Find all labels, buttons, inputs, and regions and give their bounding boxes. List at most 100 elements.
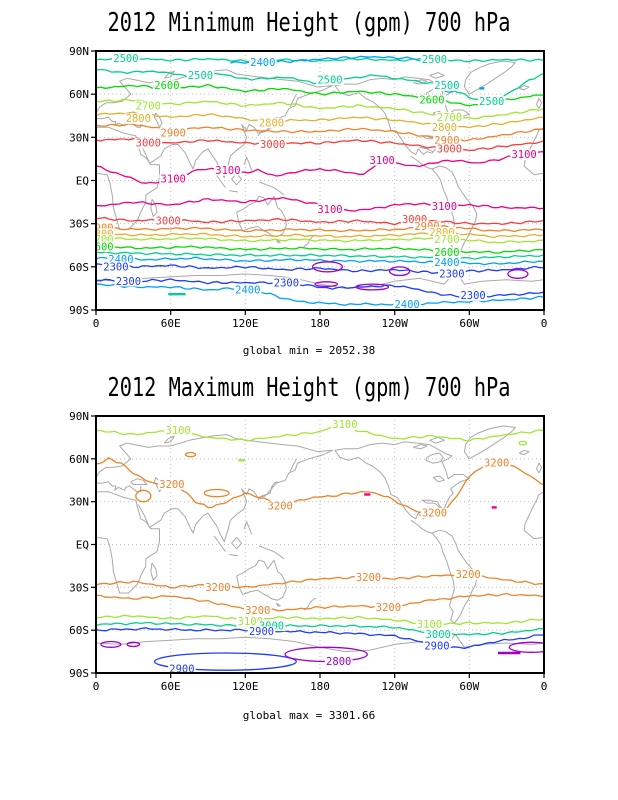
contour-label: 3000 [156, 215, 181, 227]
axis-labels: 90N 60N 30N EQ 30S 60S 90S 0 60E 120E 180 120W 60W 0 [69, 45, 547, 330]
contour-line-3100 [96, 614, 544, 626]
contour-label-mask [424, 629, 452, 640]
contour-label-mask [114, 276, 143, 287]
contour-label-mask [107, 254, 135, 265]
contour-label-mask [433, 257, 461, 268]
lat-tick-label: 90N [69, 45, 89, 58]
contour-label-mask [415, 619, 444, 630]
contour-oval-2200 [388, 266, 411, 277]
coastline [258, 545, 285, 560]
coastline [463, 60, 516, 95]
contour-label-mask [438, 268, 466, 280]
contour-label-mask [244, 605, 272, 616]
coastline [96, 270, 544, 289]
contour-label-mask [433, 234, 461, 245]
contour-label-mask [158, 479, 186, 490]
contour-label-mask [435, 143, 464, 154]
coastline [96, 481, 142, 493]
contour-label-mask [316, 74, 344, 85]
contour-line-2800 [96, 111, 544, 129]
contour-oval-3200 [203, 488, 230, 498]
contour-label-mask [96, 228, 115, 239]
coastline [275, 602, 281, 607]
lon-tick-label: 60E [161, 317, 181, 330]
contour-oval-2200 [311, 261, 344, 273]
contour-label-mask [234, 284, 262, 296]
lat-tick-label: 30S [69, 218, 89, 231]
coastline [410, 155, 433, 170]
contour-label-mask [324, 656, 353, 667]
contour-label-mask [134, 100, 163, 111]
coastline [96, 491, 160, 594]
contour-label: 2700 [136, 100, 161, 112]
contour-label-mask [249, 57, 277, 68]
contour-label: 3100 [238, 616, 263, 628]
contour-label-mask [96, 241, 115, 252]
contour-label: 2900 [249, 626, 274, 638]
lon-tick-label: 60E [161, 680, 181, 693]
contour-label: 3000 [136, 138, 161, 150]
coastline [96, 442, 171, 478]
lon-tick-label: 180 [310, 317, 330, 330]
contour-label: 2800 [259, 118, 284, 130]
contour-label-mask [168, 663, 196, 673]
lon-tick-label: 120E [232, 317, 258, 330]
coastline [258, 181, 285, 196]
contour-label: 3100 [511, 149, 536, 161]
lat-tick-label: 60N [69, 453, 89, 466]
contour-label: 3000 [260, 139, 285, 151]
coastline [419, 146, 434, 153]
contour-label: 3200 [205, 582, 230, 594]
coastline [536, 462, 542, 474]
contour-line-2700 [96, 236, 544, 244]
contour-label: 3100 [165, 425, 190, 437]
contour-label: 2500 [113, 53, 138, 65]
coastline [229, 190, 238, 193]
contour-label: 3100 [161, 174, 186, 186]
contour-oval-2800 [100, 640, 122, 648]
contour-oval-3100 [518, 440, 528, 446]
contour-label: 2300 [116, 276, 141, 288]
contour-line-2600 [96, 245, 544, 254]
lat-tick-label: 60S [69, 624, 89, 637]
contour-label: 3100 [317, 204, 342, 216]
contour-oval-2900 [153, 652, 297, 671]
contour-label-mask [428, 227, 456, 238]
coastline [154, 112, 163, 128]
contour-line-2500 [96, 56, 544, 63]
contour-line-3000 [96, 621, 544, 636]
contour-label: 3000 [426, 629, 451, 641]
contour-label: 2300 [274, 277, 299, 289]
contour-line-3000 [96, 137, 544, 152]
lon-tick-label: 60W [459, 317, 479, 330]
contour-label-mask [433, 80, 461, 91]
coastline [150, 198, 158, 217]
contour-oval-2200 [314, 281, 339, 288]
min-panel-title: 2012 Minimum Height (gpm) 700 hPa [107, 8, 511, 38]
contour-label: 2500 [317, 74, 342, 86]
lon-tick-label: 120W [381, 680, 408, 693]
lon-tick-label: 180 [310, 680, 330, 693]
contour-label: 2600 [434, 247, 459, 259]
coastline [410, 519, 433, 534]
contour-label: 2400 [394, 299, 419, 311]
contour-label-mask [374, 602, 403, 613]
contour-label: 2400 [235, 285, 260, 297]
lat-tick-label: 30N [69, 496, 89, 509]
graticule [96, 416, 544, 673]
coastline [425, 452, 444, 464]
contour-label-mask [430, 201, 459, 212]
coastline [243, 521, 253, 535]
coastline [289, 458, 297, 472]
max-panel-title: 2012 Maximum Height (gpm) 700 hPa [107, 373, 511, 403]
coastline [150, 562, 158, 581]
coastline [236, 559, 287, 601]
contour-label-mask [154, 215, 182, 226]
contour-label-mask [266, 500, 294, 512]
coastline [236, 195, 287, 238]
lon-tick-label: 120E [232, 680, 258, 693]
contour-label-mask [257, 620, 286, 632]
